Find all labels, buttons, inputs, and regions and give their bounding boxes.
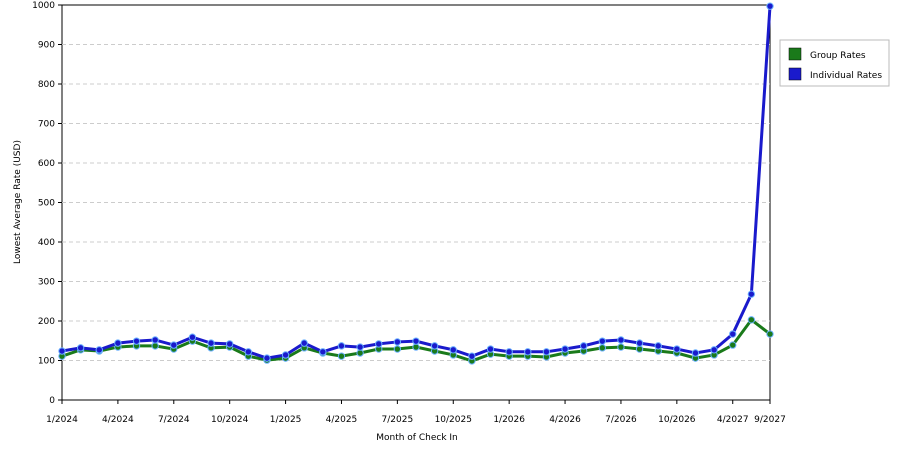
x-tick-label: 4/2026 bbox=[549, 415, 581, 425]
data-point bbox=[468, 352, 476, 360]
legend-swatch bbox=[788, 47, 802, 61]
data-point bbox=[170, 341, 178, 349]
data-point bbox=[76, 344, 85, 352]
data-point bbox=[337, 342, 346, 350]
data-point bbox=[393, 345, 402, 353]
data-point bbox=[225, 340, 234, 348]
y-tick-label: 100 bbox=[38, 357, 55, 367]
data-point bbox=[263, 354, 271, 362]
x-axis-label: Month of Check In bbox=[376, 433, 458, 443]
legend-label: Individual Rates bbox=[810, 71, 882, 81]
data-point bbox=[319, 348, 327, 356]
data-point bbox=[747, 316, 756, 324]
data-point bbox=[337, 352, 346, 360]
data-point bbox=[729, 341, 737, 349]
data-point bbox=[710, 346, 718, 354]
data-point bbox=[207, 339, 215, 347]
data-point bbox=[542, 348, 551, 356]
x-tick-label: 4/2025 bbox=[326, 415, 358, 425]
y-tick-label: 600 bbox=[38, 159, 55, 169]
data-point bbox=[635, 339, 644, 347]
x-tick-label: 4/2027 bbox=[717, 415, 749, 425]
data-point bbox=[244, 348, 253, 356]
x-tick-label: 7/2025 bbox=[382, 415, 414, 425]
data-point bbox=[524, 348, 532, 356]
y-tick-label: 700 bbox=[38, 120, 55, 130]
y-axis-label: Lowest Average Rate (USD) bbox=[13, 140, 23, 264]
x-tick-label: 10/2025 bbox=[435, 415, 472, 425]
data-point bbox=[766, 330, 774, 338]
x-tick-label: 1/2025 bbox=[270, 415, 302, 425]
x-tick-label: 1/2024 bbox=[46, 415, 78, 425]
data-point bbox=[579, 342, 588, 350]
x-tick-label: 4/2024 bbox=[102, 415, 134, 425]
y-tick-label: 400 bbox=[38, 238, 55, 248]
x-tick-label: 7/2024 bbox=[158, 415, 190, 425]
data-point bbox=[188, 333, 197, 341]
data-point bbox=[691, 349, 700, 357]
data-point bbox=[766, 2, 774, 10]
data-point bbox=[356, 343, 364, 351]
legend-label: Group Rates bbox=[810, 51, 866, 61]
data-point bbox=[412, 337, 420, 345]
x-tick-label: 10/2026 bbox=[658, 415, 696, 425]
data-point bbox=[393, 338, 402, 346]
data-point bbox=[486, 345, 495, 353]
data-point bbox=[673, 345, 681, 353]
data-point bbox=[598, 344, 607, 352]
x-tick-label: 7/2026 bbox=[605, 415, 637, 425]
data-point bbox=[654, 342, 662, 350]
data-point bbox=[95, 346, 103, 354]
data-point bbox=[375, 340, 383, 348]
legend-swatch bbox=[788, 67, 802, 81]
y-tick-label: 1000 bbox=[32, 1, 55, 11]
y-tick-label: 900 bbox=[38, 41, 55, 51]
data-point bbox=[505, 348, 513, 356]
y-tick-label: 200 bbox=[38, 317, 55, 327]
x-tick-label: 1/2026 bbox=[493, 415, 525, 425]
data-point bbox=[114, 339, 122, 347]
data-point bbox=[132, 337, 141, 345]
data-point bbox=[729, 330, 737, 338]
data-point bbox=[617, 336, 625, 344]
data-point bbox=[561, 345, 569, 353]
y-tick-label: 300 bbox=[38, 278, 55, 288]
x-tick-label: 10/2024 bbox=[211, 415, 249, 425]
data-point bbox=[747, 290, 756, 298]
data-point bbox=[430, 342, 439, 350]
data-point bbox=[598, 337, 607, 345]
data-point bbox=[58, 347, 66, 355]
data-point bbox=[449, 346, 457, 354]
y-tick-label: 800 bbox=[38, 80, 55, 90]
data-point bbox=[151, 336, 159, 344]
y-tick-label: 0 bbox=[49, 396, 55, 406]
data-point bbox=[281, 351, 290, 359]
y-tick-label: 500 bbox=[38, 199, 55, 209]
data-point bbox=[617, 343, 625, 351]
x-tick-label: 9/2027 bbox=[754, 415, 786, 425]
data-point bbox=[300, 339, 308, 347]
